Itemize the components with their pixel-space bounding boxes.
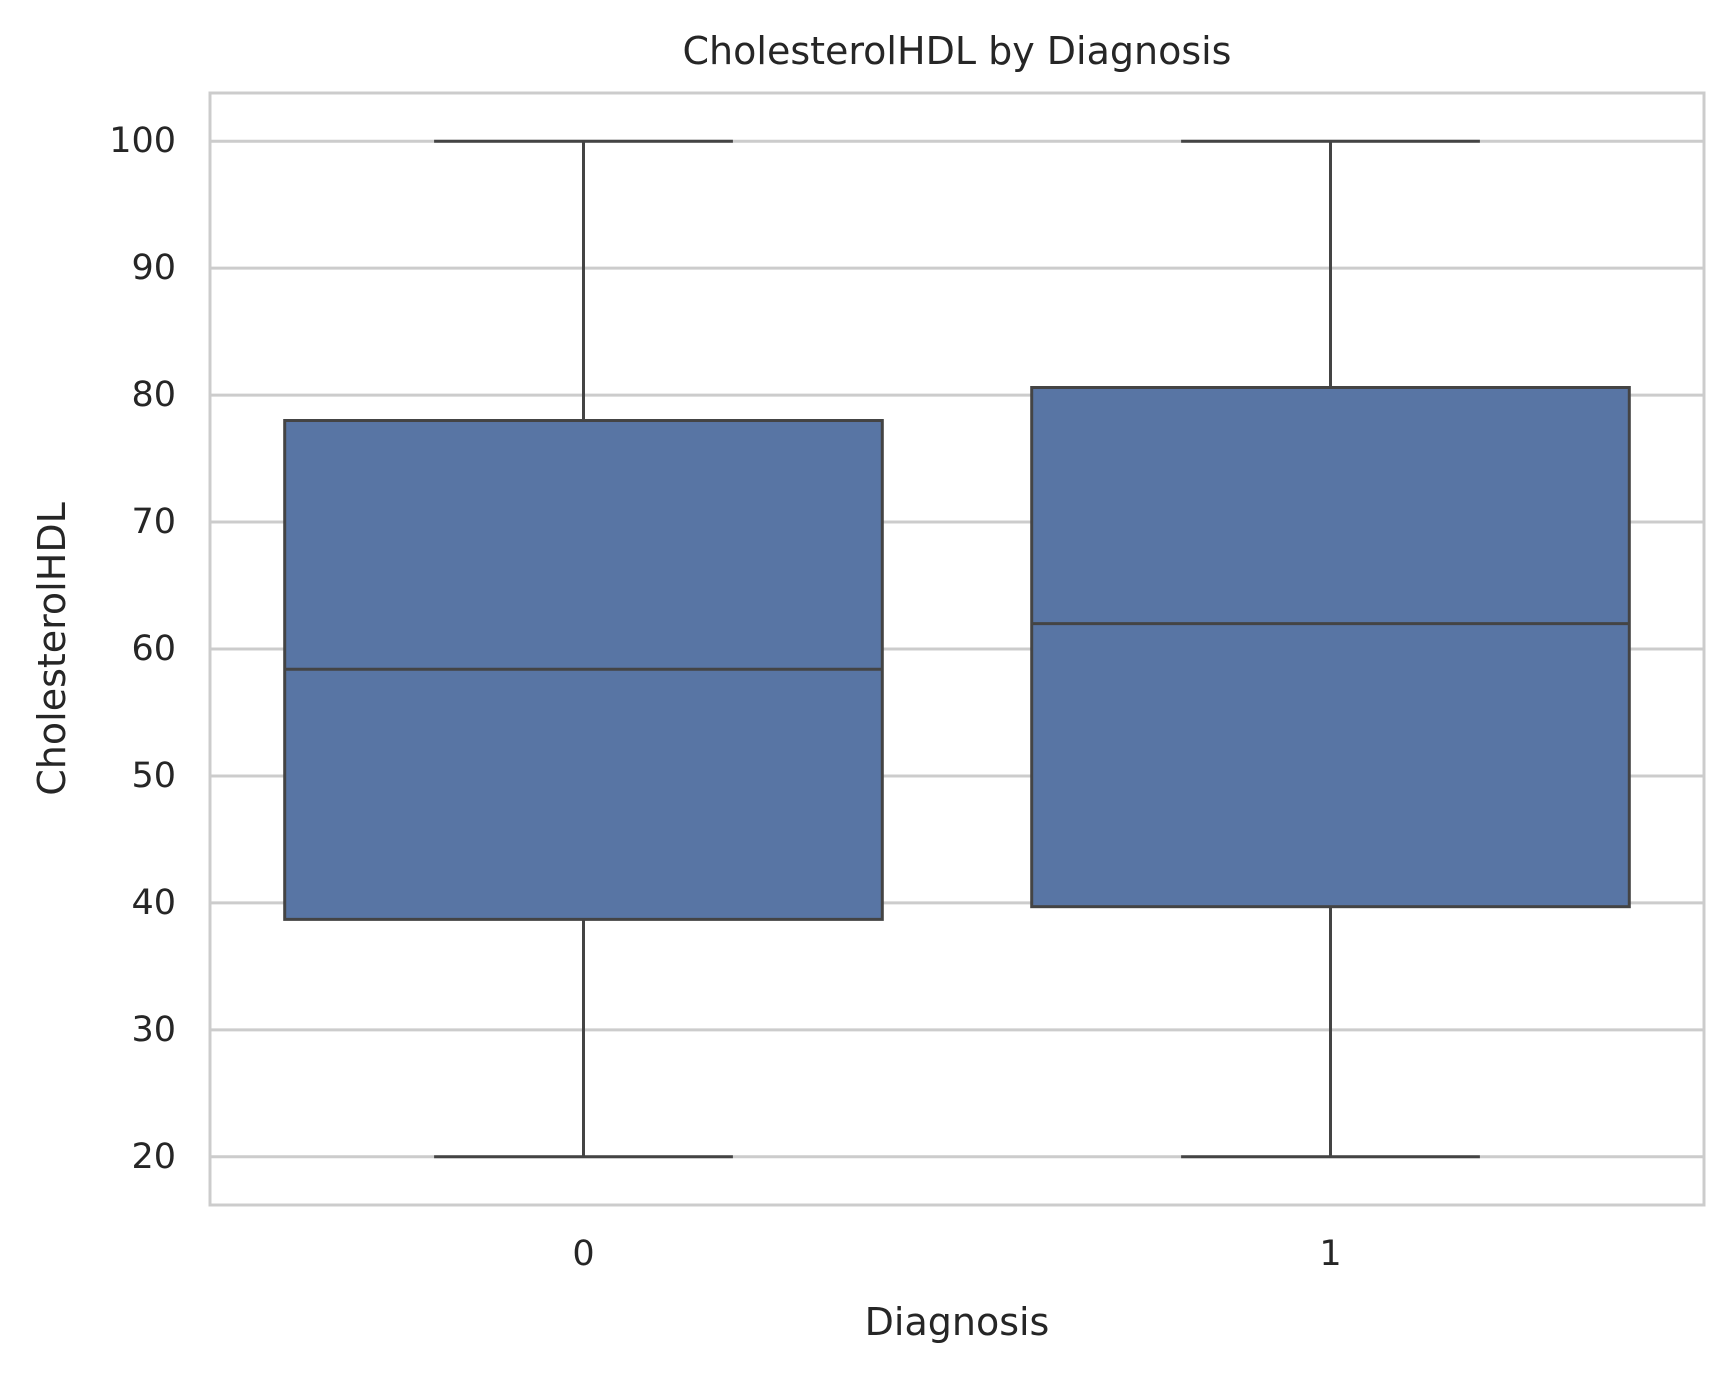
plot-frame	[208, 91, 1706, 1207]
x-axis-label: Diagnosis	[865, 1300, 1050, 1344]
box-group-0	[283, 139, 884, 1159]
box-group-1	[1030, 139, 1631, 1159]
y-tick-label: 60	[131, 629, 176, 669]
y-tick-label: 30	[131, 1010, 176, 1050]
y-axis-label: CholesterolHDL	[30, 502, 74, 795]
iqr-box	[1030, 386, 1631, 909]
y-tick-label: 50	[131, 756, 176, 796]
box-layer	[283, 139, 1631, 1159]
y-tick-label: 80	[131, 375, 176, 415]
y-tick-label: 40	[131, 883, 176, 923]
y-tick-label: 20	[131, 1137, 176, 1177]
x-tick-label: 1	[1319, 1234, 1341, 1274]
y-tick-label: 70	[131, 502, 176, 542]
x-tick-label: 0	[572, 1234, 594, 1274]
y-tick-label: 90	[131, 248, 176, 288]
y-tick-labels: 20 30 40 50 60 70 80 90 100	[109, 121, 176, 1177]
chart-title: CholesterolHDL by Diagnosis	[683, 29, 1232, 73]
y-tick-label: 100	[109, 121, 176, 161]
